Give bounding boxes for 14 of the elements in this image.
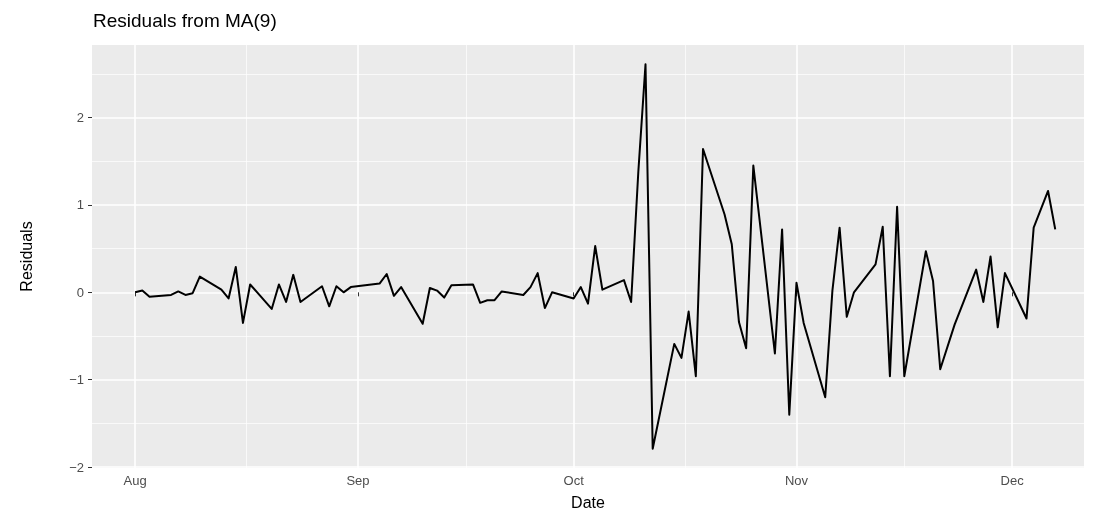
line-series	[134, 63, 1057, 450]
x-tick-label: Oct	[563, 473, 585, 488]
x-tick-label: Nov	[784, 473, 809, 488]
y-tick-label: 1	[76, 197, 84, 213]
y-tick-label: −2	[69, 459, 84, 475]
chart-title: Residuals from MA(9)	[93, 10, 277, 31]
x-tick-label: Sep	[346, 473, 370, 488]
x-tick-label: Aug	[123, 473, 147, 488]
y-axis-title: Residuals	[17, 221, 35, 292]
y-tick-label: 2	[76, 110, 84, 126]
x-tick-label: Dec	[1000, 473, 1025, 488]
y-tick-label: −1	[69, 372, 84, 388]
y-tick-label: 0	[76, 284, 84, 300]
x-axis-title: Date	[571, 493, 605, 511]
